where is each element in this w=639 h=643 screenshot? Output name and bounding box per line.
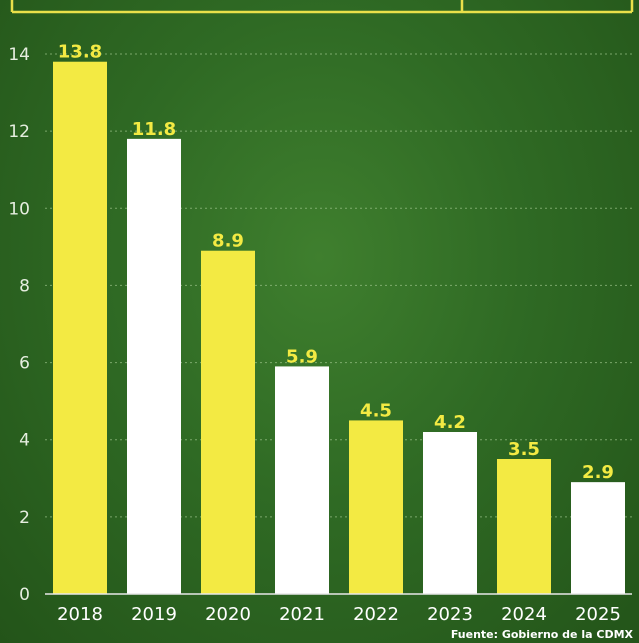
- y-tick-label: 10: [8, 199, 30, 219]
- bar: [201, 250, 255, 594]
- y-tick-label: 4: [19, 431, 30, 451]
- bar: [275, 366, 329, 594]
- value-label: 11.8: [132, 119, 176, 140]
- value-label: 13.8: [58, 42, 102, 63]
- x-tick-label: 2022: [353, 604, 399, 625]
- x-tick-label: 2018: [57, 604, 103, 625]
- bars: [53, 61, 625, 594]
- y-tick-label: 0: [19, 585, 30, 605]
- bar: [423, 432, 477, 594]
- y-tick-label: 14: [8, 45, 30, 65]
- value-label: 4.2: [434, 412, 466, 433]
- value-label: 4.5: [360, 400, 392, 421]
- x-tick-label: 2023: [427, 604, 473, 625]
- value-label: 3.5: [508, 439, 540, 460]
- y-tick-label: 8: [19, 276, 30, 296]
- x-tick-label: 2025: [575, 604, 621, 625]
- source-note: Fuente: Gobierno de la CDMX: [450, 628, 633, 641]
- value-label: 2.9: [582, 462, 614, 483]
- x-tick-label: 2024: [501, 604, 547, 625]
- y-tick-label: 12: [8, 122, 30, 142]
- value-label: 8.9: [212, 231, 244, 252]
- bar: [571, 482, 625, 594]
- value-label: 5.9: [286, 346, 318, 367]
- x-tick-label: 2021: [279, 604, 325, 625]
- x-tick-label: 2019: [131, 604, 177, 625]
- x-axis-ticks: 2018 2019 2020 2021 2022 2023 2024 2025: [57, 604, 621, 625]
- y-tick-label: 2: [19, 508, 30, 528]
- top-panel-frame: [10, 0, 634, 14]
- bar: [53, 61, 107, 594]
- y-tick-label: 6: [19, 354, 30, 374]
- value-labels: 13.8 11.8 8.9 5.9 4.5 4.2 3.5 2.9: [58, 42, 614, 483]
- x-tick-label: 2020: [205, 604, 251, 625]
- bar: [349, 420, 403, 594]
- y-axis-ticks: 0 2 4 6 8 10 12 14: [8, 45, 30, 605]
- bar: [497, 459, 551, 594]
- bar: [127, 138, 181, 594]
